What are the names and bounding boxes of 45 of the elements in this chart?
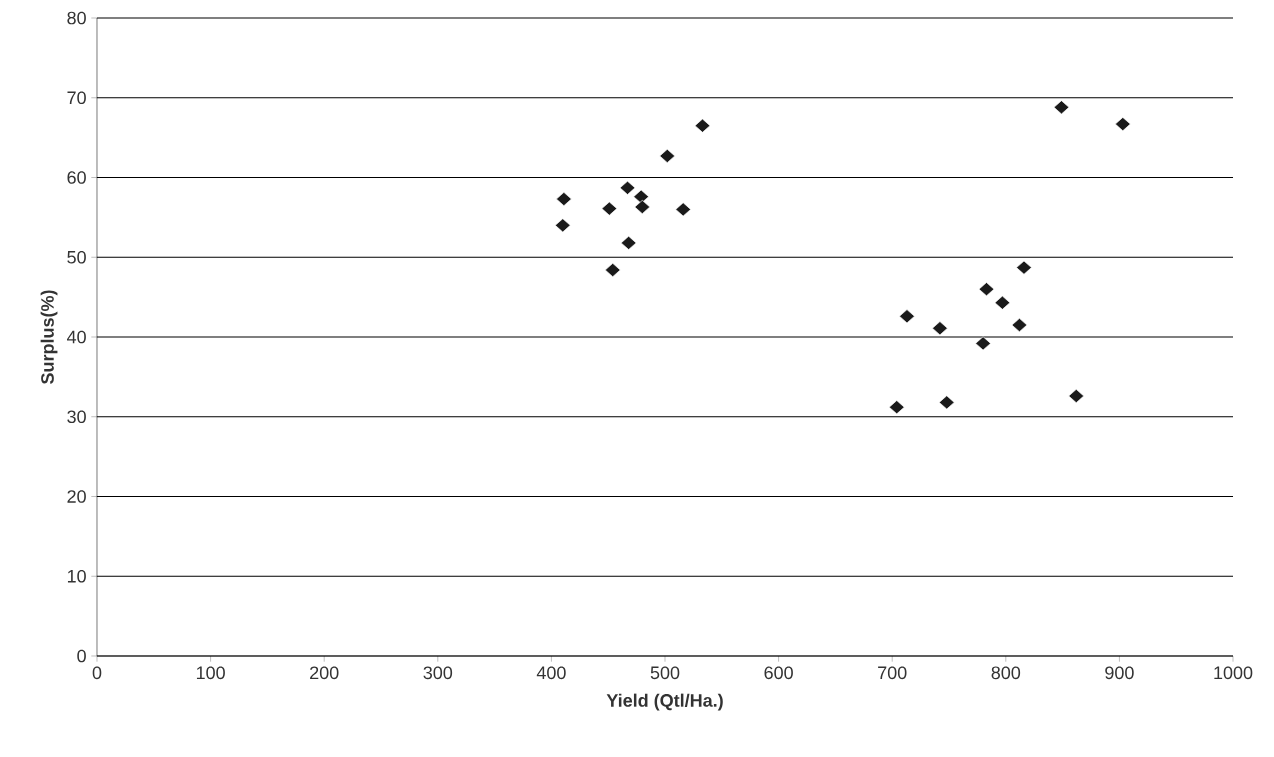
x-tick-label: 0: [92, 666, 102, 680]
x-tick-label: 900: [1105, 666, 1134, 680]
y-axis-title: Surplus(%): [40, 290, 58, 384]
point: [620, 235, 637, 250]
point: [978, 282, 995, 297]
point: [938, 395, 955, 410]
point: [601, 201, 618, 216]
y-tick-label: 70: [67, 91, 86, 105]
y-tick-label: 60: [67, 171, 86, 184]
y-tick-label: 30: [67, 410, 86, 424]
point: [634, 200, 651, 215]
y-tick-label: 80: [67, 11, 86, 25]
x-tick-label: 800: [991, 666, 1021, 680]
x-tick-label: 400: [536, 666, 566, 680]
y-tick-label: 20: [67, 490, 86, 503]
point: [1068, 389, 1085, 404]
x-tick-label: 100: [196, 666, 225, 680]
point: [1011, 318, 1028, 333]
point: [1053, 100, 1070, 115]
point: [675, 202, 692, 217]
x-tick-label: 500: [650, 666, 680, 680]
point: [554, 218, 571, 233]
y-tick-label: 0: [77, 649, 86, 663]
point: [1016, 260, 1032, 275]
point: [633, 189, 649, 204]
point: [604, 263, 621, 278]
y-tick-label: 50: [67, 250, 86, 264]
point: [1114, 117, 1131, 132]
point: [888, 400, 905, 415]
point: [556, 192, 572, 207]
point: [994, 295, 1011, 310]
x-tick-label: 700: [878, 666, 907, 680]
x-tick-label: 200: [310, 666, 339, 680]
point: [932, 321, 948, 336]
point: [694, 118, 711, 133]
y-tick-label: 40: [67, 330, 86, 344]
point: [975, 336, 991, 351]
x-axis-title: Yield (Qtl/Ha.): [606, 693, 723, 711]
x-tick-label: 300: [423, 666, 453, 680]
point: [659, 148, 676, 163]
point: [619, 180, 636, 195]
y-tick-label: 10: [67, 569, 86, 583]
x-tick-label: 1000: [1214, 666, 1253, 680]
x-tick-label: 600: [764, 666, 793, 680]
point: [899, 309, 915, 324]
